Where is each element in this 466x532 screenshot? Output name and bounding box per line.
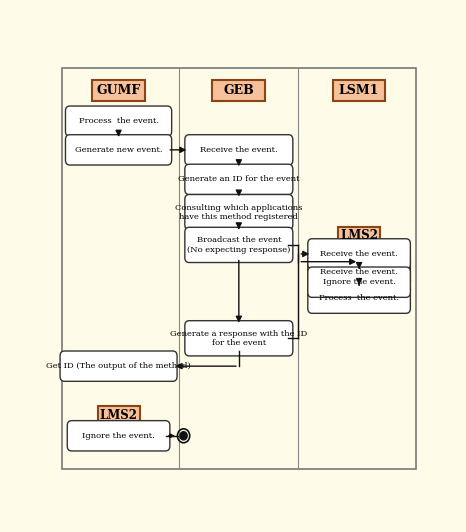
FancyBboxPatch shape <box>185 321 293 356</box>
FancyBboxPatch shape <box>185 164 293 195</box>
Text: Receive the event.: Receive the event. <box>320 268 398 276</box>
Circle shape <box>180 431 187 440</box>
FancyBboxPatch shape <box>67 421 170 451</box>
Text: LSM1: LSM1 <box>339 84 379 97</box>
Text: GEB: GEB <box>224 84 254 97</box>
FancyBboxPatch shape <box>338 227 380 245</box>
Text: LMS2: LMS2 <box>340 229 378 243</box>
Text: Process  the event.: Process the event. <box>319 294 399 302</box>
Text: Ignore the event.: Ignore the event. <box>323 278 396 286</box>
Text: Generate an ID for the event: Generate an ID for the event <box>178 176 300 184</box>
FancyBboxPatch shape <box>97 406 139 425</box>
Text: Get ID (The output of the method): Get ID (The output of the method) <box>46 362 191 370</box>
FancyBboxPatch shape <box>185 195 293 230</box>
Text: Ignore the event.: Ignore the event. <box>82 432 155 440</box>
Text: Consulting which applications
have this method registered: Consulting which applications have this … <box>175 204 302 221</box>
FancyBboxPatch shape <box>333 80 385 101</box>
Text: Generate new event.: Generate new event. <box>75 146 162 154</box>
FancyBboxPatch shape <box>62 68 416 469</box>
FancyBboxPatch shape <box>185 135 293 165</box>
Text: Receive the event.: Receive the event. <box>320 250 398 258</box>
FancyBboxPatch shape <box>308 239 411 269</box>
FancyBboxPatch shape <box>65 106 171 136</box>
Text: LMS2: LMS2 <box>100 409 137 422</box>
Text: Broadcast the event
(No expecting response): Broadcast the event (No expecting respon… <box>187 236 290 254</box>
Text: Receive the event.: Receive the event. <box>200 146 278 154</box>
Text: GUMF: GUMF <box>96 84 141 97</box>
FancyBboxPatch shape <box>65 135 171 165</box>
FancyBboxPatch shape <box>308 283 411 313</box>
FancyBboxPatch shape <box>308 267 411 297</box>
Text: Generate a response with the ID
for the event: Generate a response with the ID for the … <box>170 330 308 347</box>
FancyBboxPatch shape <box>92 80 145 101</box>
FancyBboxPatch shape <box>185 227 293 262</box>
Text: Process  the event.: Process the event. <box>79 117 158 125</box>
FancyBboxPatch shape <box>212 80 265 101</box>
FancyBboxPatch shape <box>308 257 411 287</box>
FancyBboxPatch shape <box>60 351 177 381</box>
